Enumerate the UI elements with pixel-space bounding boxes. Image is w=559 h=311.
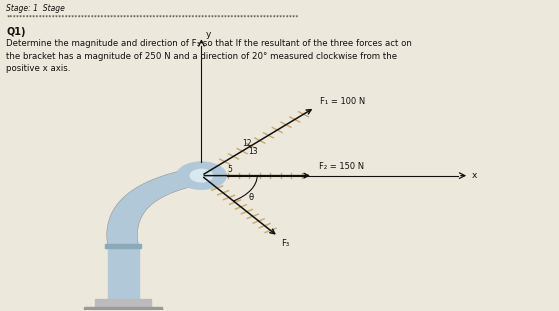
Text: Determine the magnitude and direction of F₃ so that If the resultant of the thre: Determine the magnitude and direction of… xyxy=(6,39,412,49)
Bar xyxy=(84,307,163,311)
Text: F₂ = 150 N: F₂ = 150 N xyxy=(319,162,364,171)
Bar xyxy=(108,247,139,299)
Text: θ: θ xyxy=(249,193,254,202)
Text: 5: 5 xyxy=(228,165,232,174)
Text: F₃: F₃ xyxy=(281,239,289,248)
Circle shape xyxy=(176,162,226,190)
Text: F₁ = 100 N: F₁ = 100 N xyxy=(320,97,366,106)
Text: Q1): Q1) xyxy=(6,27,26,37)
Text: 13: 13 xyxy=(249,147,258,156)
Text: positive x axis.: positive x axis. xyxy=(6,64,70,73)
Bar xyxy=(96,299,151,307)
Circle shape xyxy=(190,169,213,182)
Text: x: x xyxy=(472,171,477,180)
Text: Stage: 1  Stage: Stage: 1 Stage xyxy=(6,4,65,13)
Bar xyxy=(105,244,141,248)
Polygon shape xyxy=(107,168,206,248)
Text: the bracket has a magnitude of 250 N and a direction of 20° measured clockwise f: the bracket has a magnitude of 250 N and… xyxy=(6,52,397,61)
Text: 12: 12 xyxy=(241,139,251,148)
Text: ********************************************************************************: ****************************************… xyxy=(6,15,299,20)
Text: y: y xyxy=(206,30,211,39)
